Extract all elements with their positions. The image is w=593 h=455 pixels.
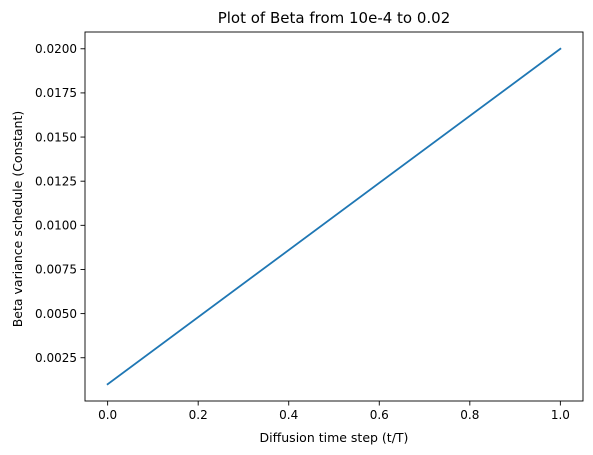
- y-tick-label: 0.0100: [35, 219, 77, 233]
- x-tick-label: 0.8: [460, 408, 479, 422]
- plot-frame: [84, 31, 584, 402]
- y-tick-label: 0.0050: [35, 307, 77, 321]
- x-tick-label: 0.2: [189, 408, 208, 422]
- x-tick-label: 0.6: [370, 408, 389, 422]
- y-tick-label: 0.0025: [35, 351, 77, 365]
- y-tick-label: 0.0175: [35, 86, 77, 100]
- plot-area: 0.0 0.2 0.4 0.6 0.8 1.0 0.0025 0.0050 0.0075 0.01…: [35, 31, 584, 422]
- chart-title: Plot of Beta from 10e-4 to 0.02: [218, 9, 451, 27]
- y-tick-label: 0.0075: [35, 263, 77, 277]
- x-tick-label: 0.0: [98, 408, 117, 422]
- y-tick-label: 0.0150: [35, 130, 77, 144]
- x-tick-label: 1.0: [551, 408, 570, 422]
- x-axis-label: Diffusion time step (t/T): [260, 430, 409, 445]
- y-axis-label: Beta variance schedule (Constant): [10, 111, 25, 328]
- y-tick-label: 0.0125: [35, 174, 77, 188]
- series-line-0: [106, 47, 562, 386]
- x-tick-label: 0.4: [279, 408, 298, 422]
- y-tick-label: 0.0200: [35, 42, 77, 56]
